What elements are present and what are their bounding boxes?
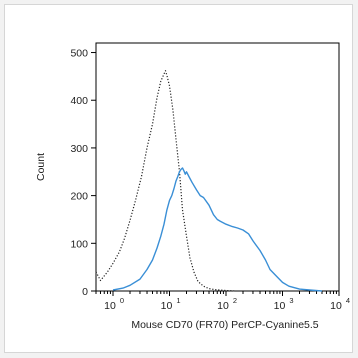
y-tick-label: 400 — [70, 95, 88, 107]
x-tick-exponent: 4 — [346, 296, 350, 305]
x-tick-exponent: 2 — [233, 296, 237, 305]
y-tick-label: 300 — [70, 143, 88, 155]
stained-histogram — [112, 167, 323, 292]
x-tick-exponent: 0 — [120, 296, 124, 305]
x-axis-title: Mouse CD70 (FR70) PerCP-Cyanine5.5 — [131, 319, 318, 331]
y-tick-label: 200 — [70, 191, 88, 203]
x-tick-label: 10 — [161, 300, 173, 312]
plot-area — [95, 42, 340, 292]
x-tick-label: 10 — [274, 300, 286, 312]
y-axis: 0 100 200 300 400 500 — [70, 48, 96, 298]
x-tick-exponent: 3 — [289, 296, 293, 305]
y-tick-label: 500 — [70, 48, 88, 60]
series-layer — [95, 70, 323, 292]
x-tick-label: 10 — [217, 300, 229, 312]
y-axis-title: Count — [35, 153, 47, 181]
x-tick-label: 10 — [104, 300, 116, 312]
y-tick-label: 0 — [82, 286, 88, 298]
y-tick-label: 100 — [70, 238, 88, 250]
x-tick-label: 10 — [330, 300, 342, 312]
x-axis: 10 0 10 1 10 2 10 3 10 4 — [95, 291, 350, 312]
x-tick-exponent: 1 — [176, 296, 180, 305]
